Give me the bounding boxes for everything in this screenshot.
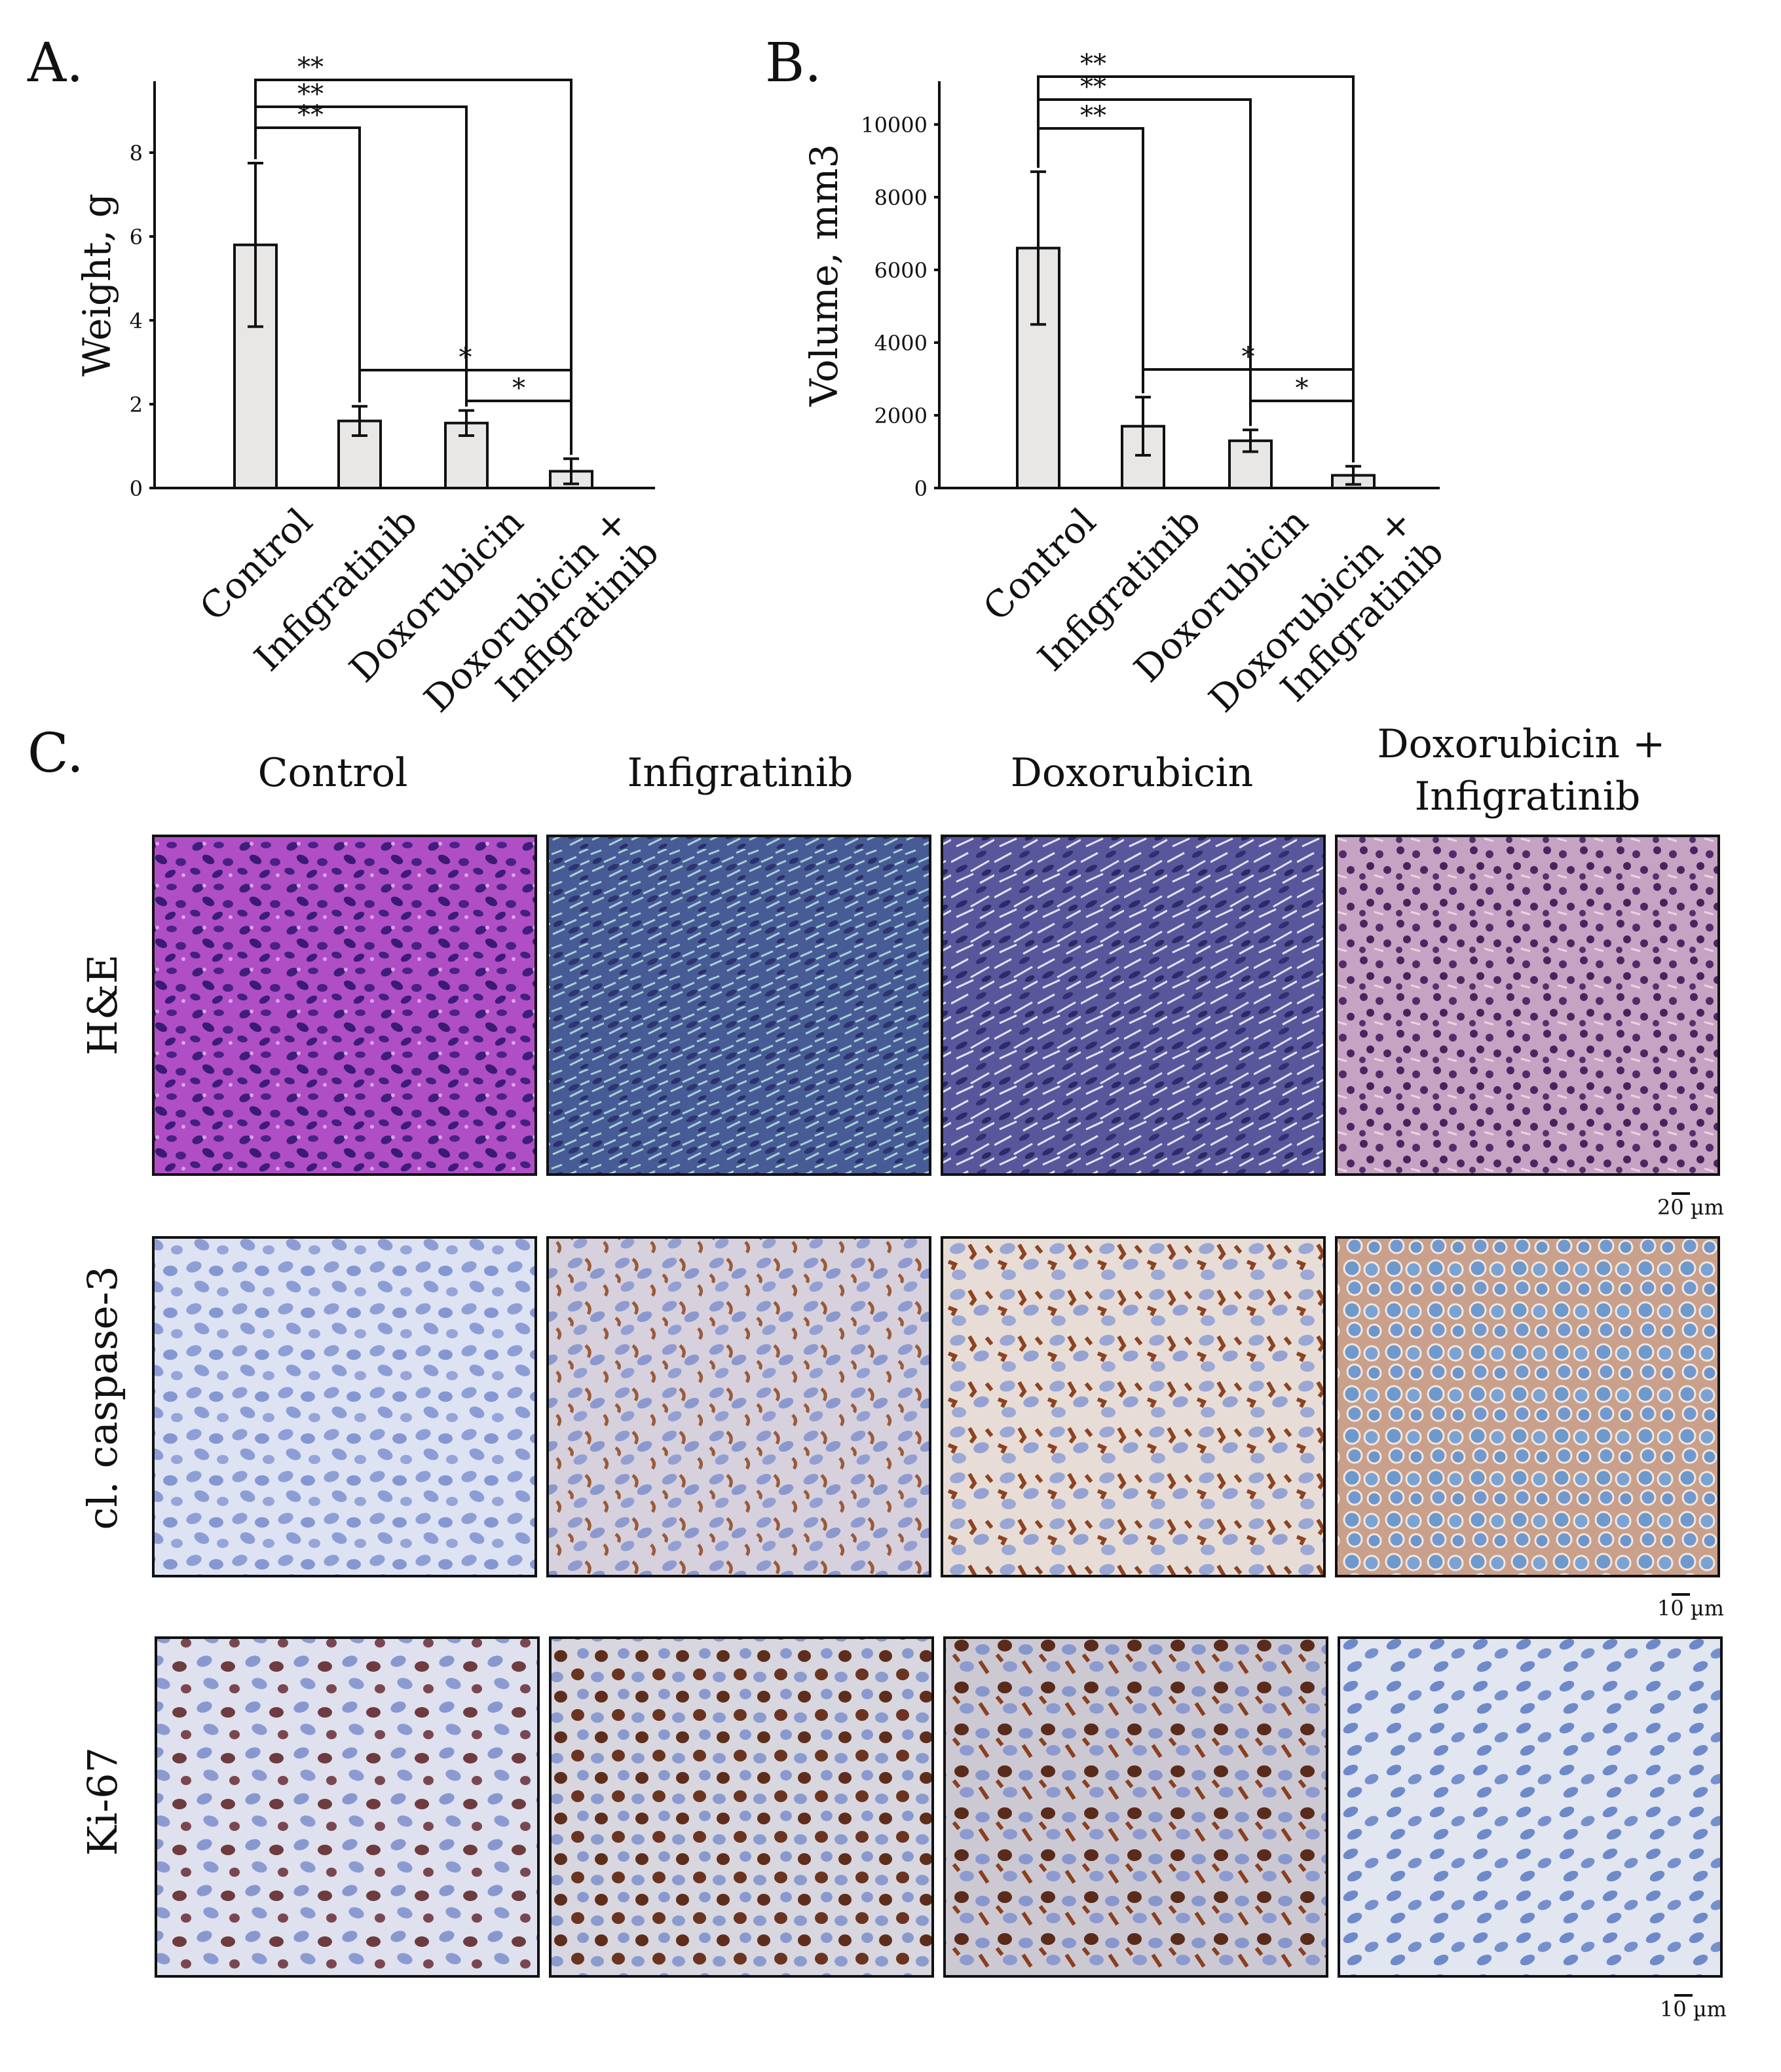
x-tick-label: Doxorubicin +Infigratinib	[417, 500, 667, 751]
scale-bar-label: 10 µm	[1660, 1997, 1727, 2022]
panel-label-c: C.	[28, 723, 84, 785]
column-header-combination: Doxorubicin + Infigratinib	[1378, 721, 1678, 819]
row-label-he: H&E	[79, 954, 126, 1056]
significance-label: **	[1080, 49, 1106, 79]
scale-bar-caspase: 10 µm	[1657, 1593, 1724, 1621]
scale-bar-he: 20 µm	[1657, 1192, 1724, 1220]
column-header-control: Control	[258, 750, 408, 796]
significance-label: **	[297, 52, 324, 83]
micrograph-he-combination	[1335, 835, 1720, 1176]
significance-bracket	[254, 79, 572, 455]
significance-label: *	[1296, 373, 1309, 404]
micrograph-he-control	[152, 835, 537, 1176]
significance-bracket	[1249, 400, 1355, 462]
micrograph-ki67-doxorubicin	[943, 1636, 1328, 1978]
row-label-ki67: Ki-67	[79, 1747, 126, 1856]
panel-label-a: A.	[27, 32, 83, 94]
significance-label: **	[297, 79, 324, 109]
micrograph-ki67-control	[155, 1636, 540, 1978]
micrograph-column-headers: Control Infigratinib Doxorubicin Doxorub…	[258, 721, 1678, 819]
significance-label: **	[1080, 101, 1106, 131]
y-tick-label: 10000	[861, 113, 928, 138]
y-tick-label: 0	[130, 476, 143, 501]
y-tick-label: 4	[130, 309, 143, 333]
row-label-caspase: cl. caspase-3	[79, 1266, 126, 1530]
significance-label: *	[459, 343, 472, 373]
y-tick-label: 2	[130, 392, 143, 417]
y-tick-label: 6000	[874, 258, 928, 283]
x-tick-label: Doxorubicin +Infigratinib	[1201, 500, 1452, 751]
significance-bracket	[465, 400, 572, 455]
micrograph-grid	[152, 835, 1723, 1978]
weight-bar-chart: Weight, g 02468********ControlInfigratin…	[75, 52, 667, 751]
y-tick-label: 6	[130, 225, 143, 250]
micrograph-ki67-infigratinib	[549, 1636, 934, 1978]
significance-label: **	[297, 100, 324, 130]
micrograph-caspase-combination	[1335, 1236, 1720, 1577]
scale-bar-label: 20 µm	[1657, 1195, 1724, 1220]
column-header-doxorubicin: Doxorubicin	[1011, 750, 1254, 796]
micrograph-he-infigratinib	[546, 835, 931, 1176]
panel-label-b: B.	[765, 32, 821, 94]
y-axis-label: Volume, mm3	[802, 144, 846, 407]
y-tick-label: 8	[130, 141, 143, 166]
y-tick-label: 8000	[874, 185, 928, 210]
column-header-infigratinib: Infigratinib	[628, 750, 853, 796]
micrograph-caspase-infigratinib	[546, 1236, 931, 1577]
significance-bracket	[1037, 75, 1355, 462]
micrograph-caspase-doxorubicin	[941, 1236, 1326, 1577]
y-tick-label: 2000	[874, 404, 928, 428]
y-tick-label: 0	[914, 476, 928, 501]
y-axis-label: Weight, g	[75, 193, 119, 377]
scale-bar-ki67: 10 µm	[1660, 1994, 1727, 2022]
micrograph-caspase-control	[152, 1236, 537, 1577]
scale-bar-label: 10 µm	[1657, 1596, 1724, 1621]
micrograph-ki67-combination	[1338, 1636, 1723, 1978]
significance-label: *	[512, 373, 525, 404]
significance-label: *	[1242, 342, 1255, 372]
micrograph-he-doxorubicin	[941, 835, 1326, 1176]
y-tick-label: 4000	[874, 331, 928, 356]
